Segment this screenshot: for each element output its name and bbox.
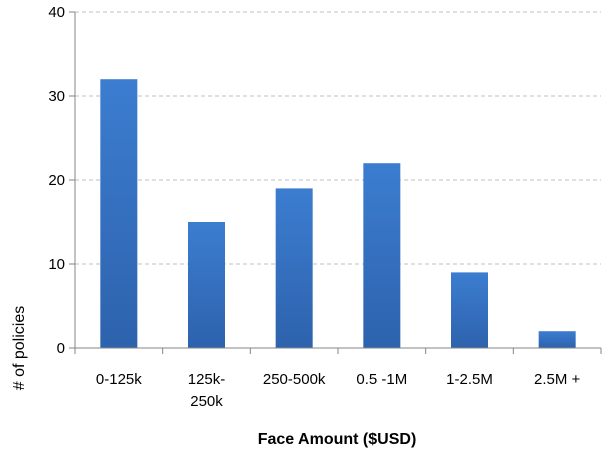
y-tick-label: 10 xyxy=(48,256,65,273)
y-tick-label: 0 xyxy=(57,340,65,357)
x-tick-label: 125k-250k xyxy=(188,371,226,410)
bar-0-125k xyxy=(100,79,138,348)
x-tick-labels: 0-125k 125k-250k 250-500k 0.5 -1M 1-2.5M 2.5M… xyxy=(96,371,581,410)
x-tick-label: 0-125k xyxy=(96,371,142,388)
bar-0.5 -1M xyxy=(363,163,401,348)
x-axis-title: Face Amount ($USD) xyxy=(258,431,417,448)
y-tick-label: 20 xyxy=(48,172,65,189)
gridlines xyxy=(75,11,601,265)
y-tick-label: 40 xyxy=(48,4,65,21)
y-axis-title: # of policies xyxy=(11,306,28,391)
bar-250-500k xyxy=(275,188,313,348)
bar-2.5M + xyxy=(538,331,576,348)
y-tick-labels: 0 10 20 30 40 xyxy=(48,4,65,357)
x-tick-label: 0.5 -1M xyxy=(356,371,407,388)
bars xyxy=(100,79,576,348)
x-tick-label: 2.5M + xyxy=(534,371,581,388)
x-tick-label: 1-2.5M xyxy=(446,371,493,388)
y-tick-label: 30 xyxy=(48,88,65,105)
axes xyxy=(69,11,602,354)
bar-1-2.5M xyxy=(451,272,488,348)
bar-125k-250k xyxy=(188,222,225,348)
x-tick-label: 250-500k xyxy=(263,371,326,388)
